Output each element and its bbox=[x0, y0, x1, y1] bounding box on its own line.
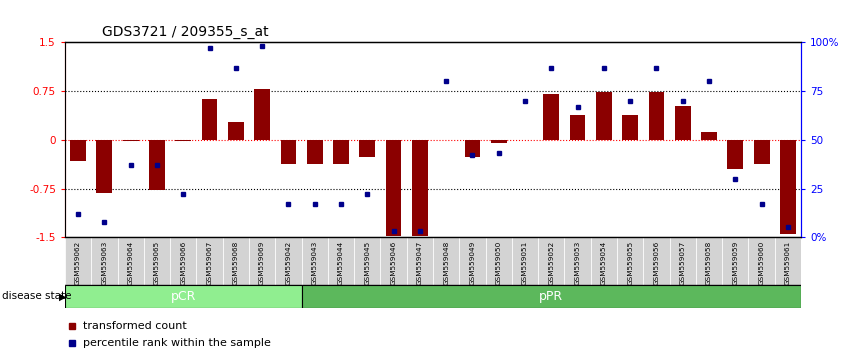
Text: disease state: disease state bbox=[2, 291, 71, 301]
Bar bbox=[96, 140, 113, 193]
Bar bbox=[65, 237, 91, 285]
Bar bbox=[596, 92, 611, 140]
Bar bbox=[623, 115, 638, 140]
Bar bbox=[748, 237, 775, 285]
Bar bbox=[538, 237, 565, 285]
Text: GSM559045: GSM559045 bbox=[365, 241, 371, 285]
Bar bbox=[307, 140, 322, 165]
Bar bbox=[118, 237, 144, 285]
Bar bbox=[491, 140, 507, 143]
Text: GSM559043: GSM559043 bbox=[312, 241, 318, 285]
Text: GSM559051: GSM559051 bbox=[522, 241, 528, 285]
Text: GSM559056: GSM559056 bbox=[654, 241, 659, 285]
Bar bbox=[643, 237, 669, 285]
Bar bbox=[175, 140, 191, 141]
Text: GSM559055: GSM559055 bbox=[627, 241, 633, 285]
Bar bbox=[144, 237, 170, 285]
Bar bbox=[464, 140, 481, 157]
Bar bbox=[197, 237, 223, 285]
Text: GSM559062: GSM559062 bbox=[75, 241, 81, 285]
Bar bbox=[249, 237, 275, 285]
Text: GSM559042: GSM559042 bbox=[286, 241, 291, 285]
Bar bbox=[407, 237, 433, 285]
Bar bbox=[333, 140, 349, 165]
Text: ▶: ▶ bbox=[59, 291, 67, 301]
Bar bbox=[512, 237, 538, 285]
Bar bbox=[617, 237, 643, 285]
Bar bbox=[301, 285, 801, 308]
Bar bbox=[544, 95, 559, 140]
Text: GSM559065: GSM559065 bbox=[154, 241, 160, 285]
Bar bbox=[65, 285, 301, 308]
Text: pPR: pPR bbox=[540, 290, 564, 303]
Text: GSM559059: GSM559059 bbox=[733, 241, 739, 285]
Bar bbox=[301, 237, 328, 285]
Text: GSM559064: GSM559064 bbox=[127, 241, 133, 285]
Bar bbox=[565, 237, 591, 285]
Bar bbox=[281, 140, 296, 165]
Bar bbox=[722, 237, 748, 285]
Bar bbox=[412, 140, 428, 236]
Bar bbox=[570, 115, 585, 140]
Text: GSM559054: GSM559054 bbox=[601, 241, 607, 285]
Bar bbox=[223, 237, 249, 285]
Bar bbox=[675, 106, 691, 140]
Text: GSM559061: GSM559061 bbox=[785, 241, 791, 285]
Text: GSM559048: GSM559048 bbox=[443, 241, 449, 285]
Text: GSM559060: GSM559060 bbox=[759, 241, 765, 285]
Text: GSM559063: GSM559063 bbox=[101, 241, 107, 285]
Text: pCR: pCR bbox=[171, 290, 196, 303]
Text: GSM559049: GSM559049 bbox=[469, 241, 475, 285]
Bar bbox=[359, 140, 375, 157]
Bar bbox=[275, 237, 301, 285]
Bar bbox=[459, 237, 486, 285]
Bar bbox=[433, 237, 459, 285]
Bar bbox=[669, 237, 696, 285]
Text: transformed count: transformed count bbox=[83, 321, 187, 331]
Text: GSM559047: GSM559047 bbox=[417, 241, 423, 285]
Bar bbox=[649, 92, 664, 140]
Bar bbox=[202, 99, 217, 140]
Bar bbox=[255, 89, 270, 140]
Bar bbox=[170, 237, 197, 285]
Text: GSM559069: GSM559069 bbox=[259, 241, 265, 285]
Text: GSM559044: GSM559044 bbox=[338, 241, 344, 285]
Bar bbox=[780, 140, 796, 234]
Bar bbox=[123, 140, 139, 141]
Text: GSM559067: GSM559067 bbox=[207, 241, 212, 285]
Text: GSM559050: GSM559050 bbox=[495, 241, 501, 285]
Bar bbox=[91, 237, 118, 285]
Text: GSM559052: GSM559052 bbox=[548, 241, 554, 285]
Text: GSM559058: GSM559058 bbox=[706, 241, 712, 285]
Bar bbox=[354, 237, 380, 285]
Bar bbox=[385, 140, 402, 236]
Text: percentile rank within the sample: percentile rank within the sample bbox=[83, 338, 271, 348]
Bar bbox=[775, 237, 801, 285]
Text: GSM559068: GSM559068 bbox=[233, 241, 239, 285]
Bar bbox=[380, 237, 407, 285]
Text: GSM559046: GSM559046 bbox=[391, 241, 397, 285]
Bar bbox=[70, 140, 86, 161]
Bar bbox=[486, 237, 512, 285]
Bar bbox=[696, 237, 722, 285]
Bar bbox=[228, 122, 243, 140]
Bar bbox=[727, 140, 743, 169]
Text: GDS3721 / 209355_s_at: GDS3721 / 209355_s_at bbox=[102, 25, 268, 39]
Text: GSM559057: GSM559057 bbox=[680, 241, 686, 285]
Bar bbox=[149, 140, 165, 190]
Bar bbox=[753, 140, 770, 165]
Bar bbox=[701, 132, 717, 140]
Text: GSM559066: GSM559066 bbox=[180, 241, 186, 285]
Text: GSM559053: GSM559053 bbox=[575, 241, 580, 285]
Bar bbox=[328, 237, 354, 285]
Bar bbox=[591, 237, 617, 285]
